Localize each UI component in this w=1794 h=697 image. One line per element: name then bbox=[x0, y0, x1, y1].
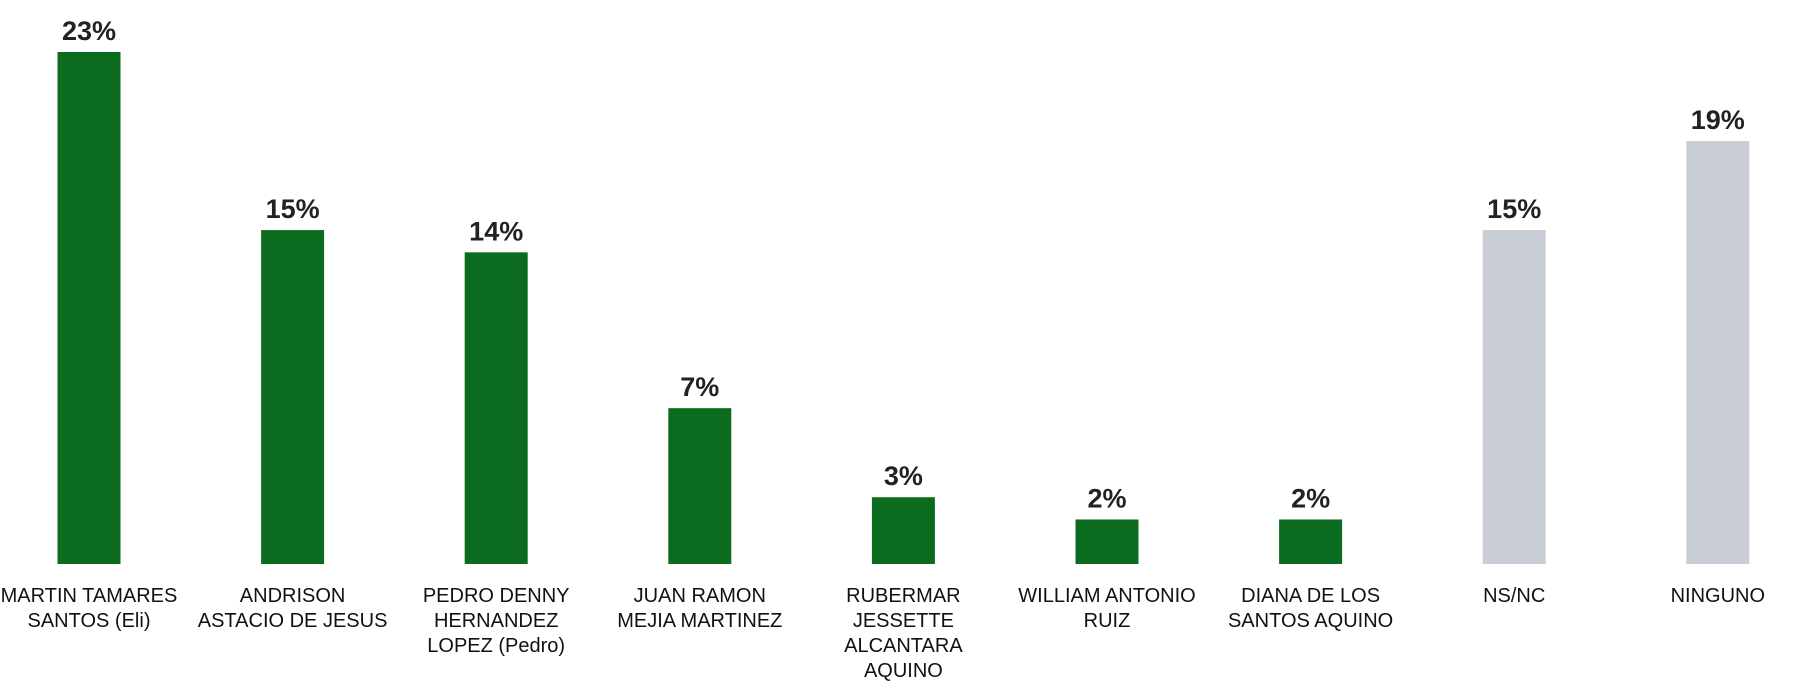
bar bbox=[1482, 230, 1546, 564]
category-label: NS/NC bbox=[1483, 585, 1546, 607]
category-label: WILLIAM ANTONIO RUIZ bbox=[1018, 585, 1196, 632]
category-label: RUBERMAR JESSETTE ALCANTARA AQUINO bbox=[844, 585, 963, 682]
bar bbox=[1686, 141, 1750, 565]
bar bbox=[1279, 519, 1343, 564]
value-label: 19% bbox=[1691, 105, 1745, 135]
bar bbox=[1075, 519, 1139, 564]
category-label: ANDRISON ASTACIO DE JESUS bbox=[197, 585, 388, 632]
value-label: 15% bbox=[1487, 194, 1541, 224]
category-label: PEDRO DENNY HERNANDEZ LOPEZ (Pedro) bbox=[422, 585, 570, 657]
value-label: 23% bbox=[62, 16, 116, 46]
value-label: 2% bbox=[1087, 483, 1126, 513]
value-label: 7% bbox=[680, 372, 719, 402]
value-label: 2% bbox=[1291, 483, 1330, 513]
bar bbox=[668, 408, 732, 564]
bar bbox=[261, 230, 325, 564]
bar bbox=[871, 497, 935, 564]
value-label: 14% bbox=[469, 216, 523, 246]
value-label: 3% bbox=[884, 461, 923, 491]
value-label: 15% bbox=[266, 194, 320, 224]
category-label: JUAN RAMON MEJIA MARTINEZ bbox=[617, 585, 783, 632]
category-label: MARTIN TAMARES SANTOS (Eli) bbox=[0, 585, 178, 632]
bar bbox=[57, 52, 121, 564]
category-label: NINGUNO bbox=[1670, 585, 1766, 607]
bar bbox=[464, 252, 528, 564]
category-label: DIANA DE LOS SANTOS AQUINO bbox=[1227, 585, 1394, 632]
